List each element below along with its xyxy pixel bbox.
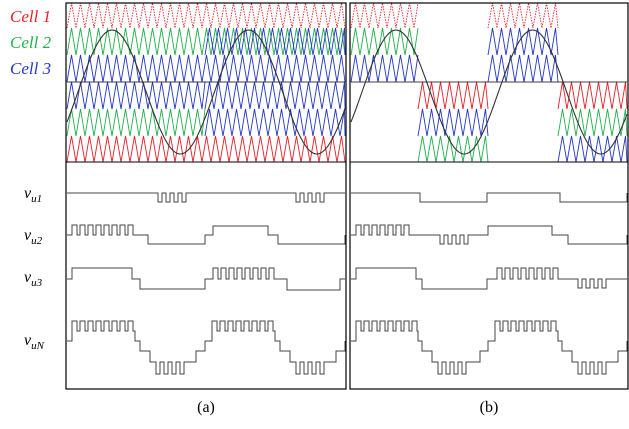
carrier-cell-2-b-1 [350,27,419,56]
carrier-cell-2-a [66,27,346,56]
panel-a-frame [65,2,347,390]
carrier-cell-1-b-2 [487,2,559,29]
carrier-cell-2b-a [204,27,346,56]
panel-a [66,2,346,375]
carrier-cell-3-a [66,54,346,83]
panel-b [350,2,628,375]
waveform-vu1-a [67,192,345,203]
carrier-lower-1b-a [204,81,346,110]
legend-cell-3: Cell 3 [10,59,51,78]
carrier-lower-3-b-1 [417,135,489,163]
carrier-cell-3-b-1 [350,54,419,83]
waveform-vu3-b [351,267,627,290]
carrier-cell-2-b-2 [487,27,559,56]
carrier-cell-1-a [66,2,346,29]
carrier-lower-2-a [66,108,206,137]
panel-b-frame [349,2,629,390]
caption-b: (b) [480,399,499,416]
carrier-lower-2-b-1 [417,108,489,137]
label-vuN: vuN [24,332,45,352]
caption-a: (a) [197,399,215,416]
label-vu2: vu2 [24,227,43,247]
reference-sine-b [350,29,628,155]
carrier-lower-2b-a [204,108,346,137]
carrier-lower-1-a [66,81,206,110]
waveform-vu3-a [67,267,345,291]
legend-cell-1: Cell 1 [10,7,51,26]
waveform-vu2-a [67,224,346,245]
carrier-lower-2-b-2 [557,108,628,137]
carrier-lower-1-b-2 [557,81,628,110]
carrier-lower-3-a [66,135,346,163]
carrier-cell-1-b-1 [350,2,419,29]
waveform-vuN-b [351,320,628,375]
waveform-vu1-b [351,192,628,203]
waveform-vuN-a [67,320,346,375]
legend-cell-2: Cell 2 [10,33,52,52]
carrier-cell-3-b-2 [487,54,559,83]
label-vu3: vu3 [24,269,43,289]
reference-sine-a [66,29,346,155]
waveform-vu2-b [351,224,628,245]
label-vu1: vu1 [24,185,42,205]
